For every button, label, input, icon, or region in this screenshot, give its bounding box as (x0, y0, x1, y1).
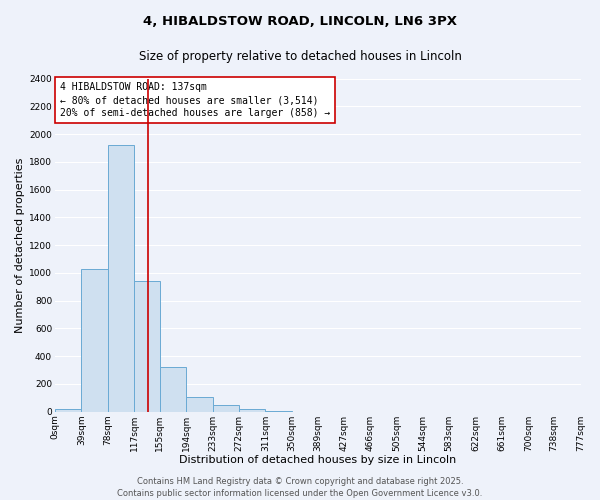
Bar (160, 368, 186, 412)
Text: Contains HM Land Registry data © Crown copyright and database right 2025.
Contai: Contains HM Land Registry data © Crown c… (118, 476, 482, 498)
Bar (212, 404, 239, 411)
Bar (82, 268, 108, 412)
Text: 4, HIBALDSTOW ROAD, LINCOLN, LN6 3PX: 4, HIBALDSTOW ROAD, LINCOLN, LN6 3PX (143, 15, 457, 28)
Bar (186, 397, 212, 411)
Text: Size of property relative to detached houses in Lincoln: Size of property relative to detached ho… (139, 50, 461, 63)
Bar (108, 145, 134, 411)
Bar (55, 409, 82, 412)
Bar (239, 409, 265, 412)
X-axis label: Distribution of detached houses by size in Lincoln: Distribution of detached houses by size … (179, 455, 457, 465)
Bar (134, 281, 160, 411)
Text: 4 HIBALDSTOW ROAD: 137sqm
← 80% of detached houses are smaller (3,514)
20% of se: 4 HIBALDSTOW ROAD: 137sqm ← 80% of detac… (60, 82, 331, 118)
Y-axis label: Number of detached properties: Number of detached properties (15, 158, 25, 333)
Bar (265, 411, 292, 412)
